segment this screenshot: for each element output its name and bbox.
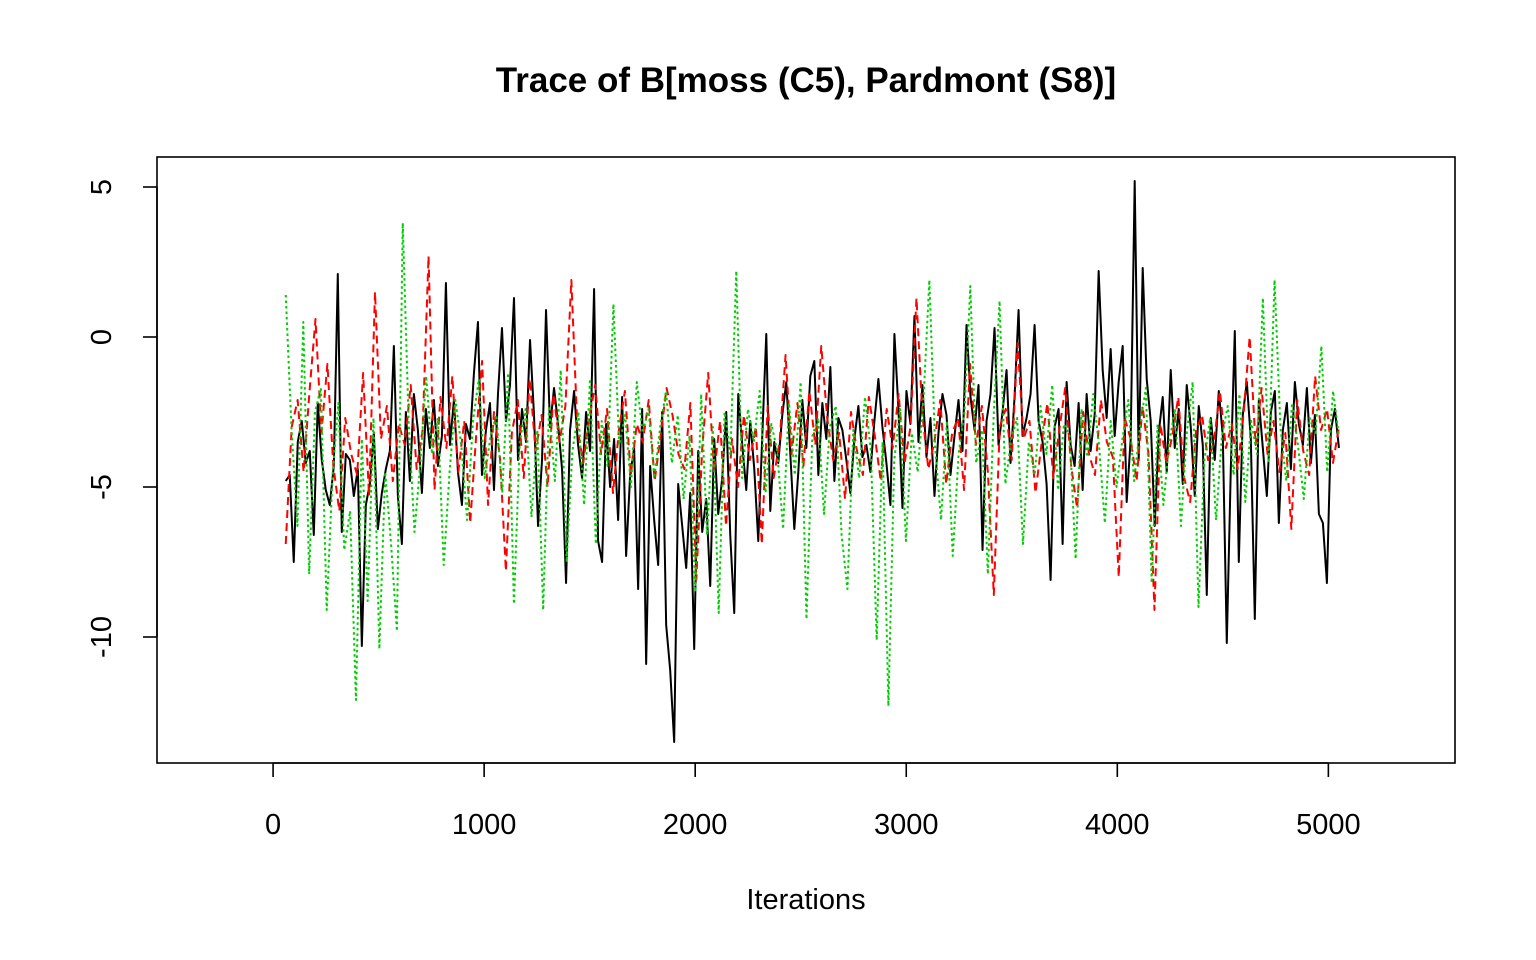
- y-tick-label: 0: [86, 329, 118, 345]
- plot-frame: [156, 156, 1456, 764]
- x-tick-label: 2000: [663, 809, 728, 841]
- x-tick-label: 1000: [452, 809, 517, 841]
- x-tick-label: 0: [265, 809, 281, 841]
- x-axis-label: Iterations: [746, 884, 865, 916]
- y-tick-label: -5: [86, 474, 118, 500]
- series-line-3: [284, 222, 1340, 707]
- y-axis: 5 0 -5 -10: [86, 179, 158, 658]
- series-line-1: [284, 180, 1340, 743]
- series-line-2: [284, 255, 1340, 611]
- x-tick-label: 3000: [874, 809, 939, 841]
- x-tick-label: 5000: [1296, 809, 1361, 841]
- chart-title: Trace of B[moss (C5), Pardmont (S8)]: [496, 61, 1116, 100]
- x-axis: 0 1000 2000 3000 4000 5000: [265, 762, 1361, 841]
- y-tick-label: 5: [86, 179, 118, 195]
- series-layer: [284, 180, 1340, 743]
- x-tick-label: 4000: [1085, 809, 1150, 841]
- y-tick-label: -10: [86, 616, 118, 658]
